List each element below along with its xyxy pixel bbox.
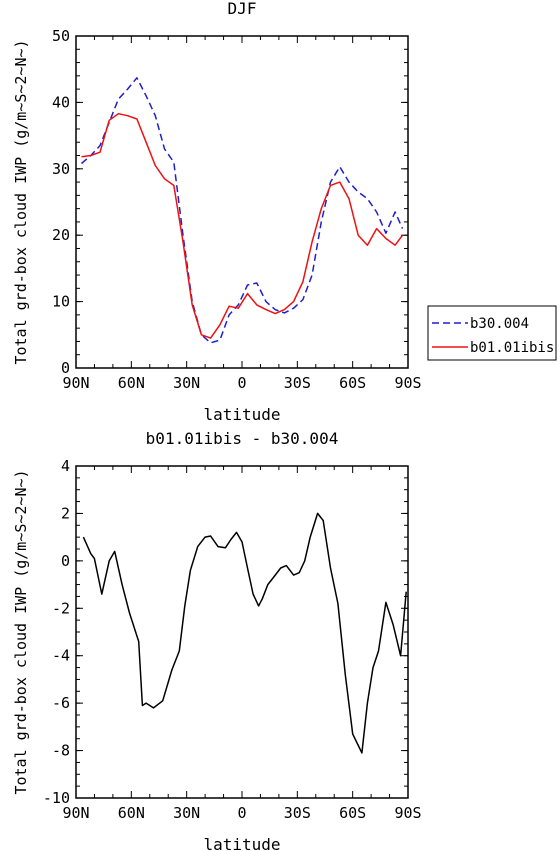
top-chart-frame <box>75 35 409 369</box>
x-tick-label-60n: 60N <box>118 374 145 392</box>
x-tick-label-90n: 90N <box>62 804 89 822</box>
top-chart-ticks: 90N 60N 30N 0 30S 60S 90S 0 10 20 30 40 50 <box>52 27 422 392</box>
y-tick-label-8: -8 <box>52 742 70 760</box>
top-chart-ylabel: Total grd-box cloud IWP (g/m~S~2~N~) <box>12 39 30 364</box>
top-chart-title: DJF <box>228 0 257 18</box>
x-tick-label-30n: 30N <box>173 374 200 392</box>
y-tick-label-20: 20 <box>52 226 70 244</box>
y-tick-label-0: 0 <box>61 359 70 377</box>
y-tick-label-50: 50 <box>52 27 70 45</box>
bottom-chart-frame <box>75 465 409 799</box>
y-tick-label-2: 2 <box>61 504 70 522</box>
bottom-chart-ticks: 90N 60N 30N 0 30S 60S 90S -10 -8 -6 -4 -2 0 2 4 <box>43 457 422 822</box>
x-tick-label-90s: 90S <box>394 804 421 822</box>
series-line-difference <box>82 512 407 754</box>
series-line-b01-01ibis <box>81 112 404 339</box>
x-tick-label-90n: 90N <box>62 374 89 392</box>
top-chart-panel: DJF Total grd-box cloud IWP (g/m~S~2~N~)… <box>12 0 422 424</box>
bottom-chart-ylabel: Total grd-box cloud IWP (g/m~S~2~N~) <box>12 469 30 794</box>
x-tick-label-60n: 60N <box>118 804 145 822</box>
x-tick-label-0: 0 <box>237 804 246 822</box>
x-tick-label-30s: 30S <box>284 804 311 822</box>
legend-box <box>427 305 557 361</box>
bottom-chart-panel: b01.01ibis - b30.004 Total grd-box cloud… <box>12 429 422 851</box>
x-tick-label-30s: 30S <box>284 374 311 392</box>
top-chart-legend: b30.004 b01.01ibis <box>427 305 557 361</box>
bottom-chart-title: b01.01ibis - b30.004 <box>146 429 339 448</box>
y-tick-label-4: -4 <box>52 647 70 665</box>
top-chart-series <box>81 77 404 344</box>
bottom-chart-xlabel: latitude <box>203 835 280 851</box>
x-tick-label-30n: 30N <box>173 804 200 822</box>
top-chart-xlabel: latitude <box>203 405 280 424</box>
x-tick-label-90s: 90S <box>394 374 421 392</box>
bottom-chart-series <box>82 512 407 754</box>
legend-label-b30004: b30.004 <box>470 316 529 332</box>
y-tick-label-10: 10 <box>52 293 70 311</box>
series-line-b30-004 <box>81 77 404 344</box>
y-tick-label-6: -6 <box>52 694 70 712</box>
y-tick-label-30: 30 <box>52 160 70 178</box>
x-tick-label-60s: 60S <box>339 374 366 392</box>
x-tick-label-0: 0 <box>237 374 246 392</box>
x-tick-label-60s: 60S <box>339 804 366 822</box>
y-tick-label-4: 4 <box>61 457 70 475</box>
y-tick-label-40: 40 <box>52 93 70 111</box>
y-tick-label-2: -2 <box>52 599 70 617</box>
y-tick-label-0: 0 <box>61 552 70 570</box>
y-tick-label-10: -10 <box>43 789 70 807</box>
legend-label-b0101ibis: b01.01ibis <box>470 340 554 356</box>
